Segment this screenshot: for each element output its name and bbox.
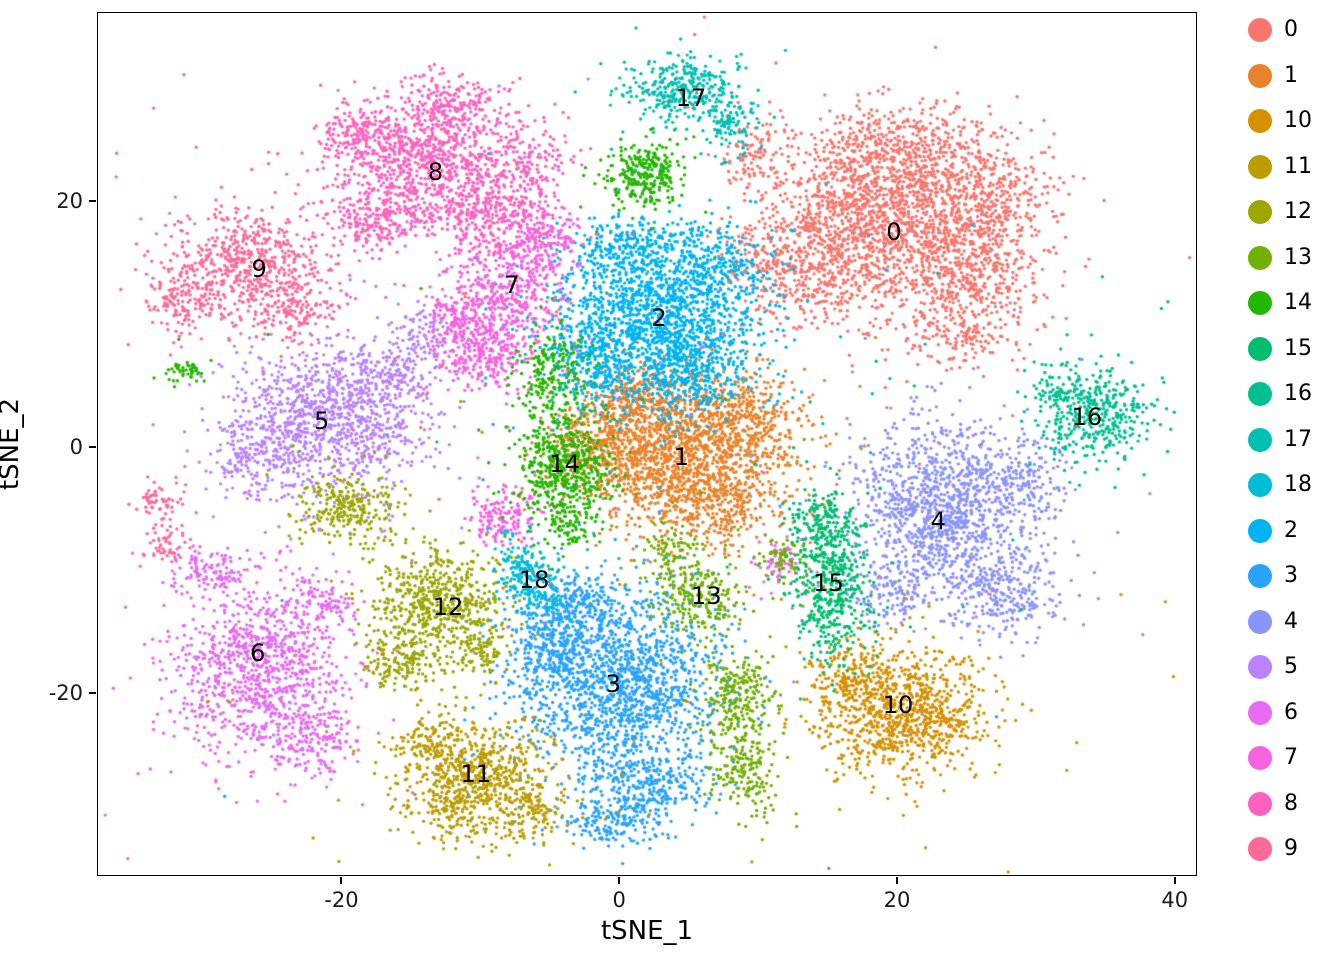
legend-swatch bbox=[1248, 791, 1272, 816]
plot-panel: 0 1 2 3 4 5 6 7 8 9 10 11 12 13 14 15 16 17 18 bbox=[97, 12, 1198, 877]
y-tick-mark bbox=[89, 446, 96, 449]
y-tick-label: 20 bbox=[56, 189, 83, 214]
legend-item: 5 bbox=[1248, 655, 1312, 679]
legend-item: 6 bbox=[1248, 699, 1312, 725]
legend-item: 12 bbox=[1248, 200, 1312, 224]
legend-swatch bbox=[1248, 18, 1272, 42]
legend-item: 8 bbox=[1248, 790, 1312, 816]
legend-swatch bbox=[1248, 700, 1272, 725]
y-axis-title: tSNE_2 bbox=[0, 397, 25, 491]
legend-item: 10 bbox=[1248, 109, 1312, 133]
legend-item-label: 12 bbox=[1284, 199, 1312, 224]
legend-item-label: 3 bbox=[1284, 563, 1298, 588]
y-tick-mark bbox=[89, 200, 96, 203]
legend-swatch bbox=[1248, 518, 1272, 543]
legend-swatch bbox=[1248, 655, 1272, 679]
legend-item-label: 15 bbox=[1284, 335, 1312, 361]
legend-item-label: 5 bbox=[1284, 654, 1298, 679]
legend-item-label: 17 bbox=[1284, 426, 1312, 452]
legend-swatch bbox=[1248, 200, 1272, 224]
legend-swatch bbox=[1248, 746, 1272, 770]
legend-item-label: 13 bbox=[1284, 244, 1312, 270]
x-tick-label: -20 bbox=[324, 888, 359, 912]
legend-item: 16 bbox=[1248, 382, 1312, 406]
legend: 0 1 10 11 12 13 14 15 16 17 bbox=[1248, 18, 1312, 861]
legend-item: 15 bbox=[1248, 335, 1312, 361]
legend-swatch bbox=[1248, 609, 1272, 634]
legend-item: 17 bbox=[1248, 426, 1312, 452]
y-tick-label: -20 bbox=[48, 680, 83, 705]
legend-item: 1 bbox=[1248, 62, 1312, 88]
legend-item-label: 14 bbox=[1284, 290, 1312, 315]
legend-swatch bbox=[1248, 154, 1272, 179]
legend-item-label: 7 bbox=[1284, 745, 1298, 770]
legend-item: 14 bbox=[1248, 291, 1312, 315]
legend-item: 3 bbox=[1248, 564, 1312, 588]
legend-item-label: 8 bbox=[1284, 790, 1298, 816]
legend-swatch bbox=[1248, 427, 1272, 452]
x-tick-label: 0 bbox=[612, 888, 626, 912]
scatter-canvas bbox=[98, 13, 1198, 877]
x-tick-label: 20 bbox=[883, 888, 911, 912]
legend-item-label: 2 bbox=[1284, 517, 1298, 543]
legend-item-label: 10 bbox=[1284, 108, 1312, 133]
y-tick-label: 0 bbox=[69, 435, 83, 460]
legend-swatch bbox=[1248, 291, 1272, 315]
legend-item-label: 6 bbox=[1284, 699, 1298, 725]
legend-swatch bbox=[1248, 382, 1272, 406]
legend-swatch bbox=[1248, 564, 1272, 588]
legend-swatch bbox=[1248, 837, 1272, 861]
legend-swatch bbox=[1248, 63, 1272, 88]
x-tick-mark bbox=[896, 877, 898, 884]
legend-swatch bbox=[1248, 473, 1272, 497]
legend-item: 0 bbox=[1248, 18, 1312, 42]
legend-swatch bbox=[1248, 109, 1272, 133]
legend-item-label: 4 bbox=[1284, 608, 1298, 634]
legend-item: 11 bbox=[1248, 153, 1312, 179]
x-tick-mark bbox=[1173, 877, 1176, 884]
legend-swatch bbox=[1248, 336, 1272, 361]
x-tick-mark bbox=[340, 877, 343, 884]
y-tick-mark bbox=[89, 691, 96, 694]
x-axis-title: tSNE_1 bbox=[600, 916, 694, 946]
x-tick-mark bbox=[618, 877, 621, 884]
legend-item: 7 bbox=[1248, 746, 1312, 770]
legend-item-label: 18 bbox=[1284, 472, 1312, 497]
legend-item-label: 9 bbox=[1284, 836, 1298, 861]
legend-item: 18 bbox=[1248, 473, 1312, 497]
legend-item-label: 0 bbox=[1284, 17, 1298, 42]
legend-item: 2 bbox=[1248, 517, 1312, 543]
legend-item-label: 11 bbox=[1284, 153, 1312, 179]
legend-item-label: 16 bbox=[1284, 381, 1312, 406]
legend-item-label: 1 bbox=[1284, 62, 1298, 88]
legend-item: 9 bbox=[1248, 837, 1312, 861]
legend-item: 13 bbox=[1248, 244, 1312, 270]
legend-item: 4 bbox=[1248, 608, 1312, 634]
legend-swatch bbox=[1248, 245, 1272, 270]
x-tick-label: 40 bbox=[1161, 888, 1189, 912]
